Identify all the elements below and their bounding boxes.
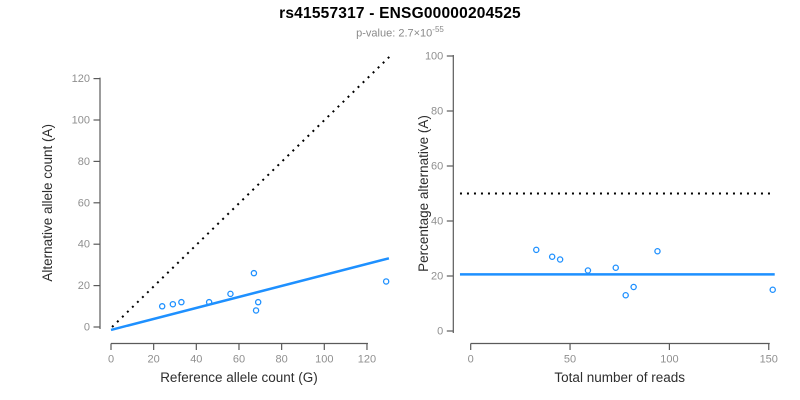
p-value-text: p-value: 2.7×10 — [356, 27, 433, 40]
y-axis-title: Alternative allele count (A) — [40, 124, 55, 282]
p-value-exponent: -55 — [432, 25, 444, 34]
allele-count-panel: 0 20 40 60 80 100 120 0 20 40 60 80 100 120 Reference … — [40, 56, 391, 385]
figure-subtitle: p-value: 2.7×10-55 — [0, 25, 800, 40]
y-tick-label: 0 — [84, 322, 90, 334]
identity-50pct-line — [111, 56, 391, 328]
y-tick-label: 60 — [78, 197, 90, 209]
y-tick-label: 0 — [437, 326, 443, 338]
x-tick-label: 40 — [190, 354, 202, 366]
x-tick-label: 50 — [564, 354, 576, 366]
data-point — [584, 267, 592, 274]
x-tick-label: 60 — [233, 354, 245, 366]
y-tick-label: 80 — [78, 156, 90, 168]
y-tick-label: 120 — [72, 73, 90, 85]
percentage-panel: 0 50 100 150 0 20 40 60 80 100 Total number of rea… — [416, 51, 778, 386]
data-point — [250, 269, 258, 277]
data-point — [178, 298, 185, 306]
data-point — [533, 246, 540, 254]
data-point — [622, 291, 629, 299]
data-point — [548, 253, 556, 260]
x-axis-title: Reference allele count (G) — [160, 370, 318, 385]
y-tick-label: 40 — [431, 216, 443, 228]
data-point — [382, 278, 390, 285]
data-point — [254, 298, 262, 306]
data-point — [169, 300, 177, 308]
data-point — [630, 283, 637, 291]
y-tick-label: 20 — [431, 271, 443, 283]
x-tick-label: 100 — [315, 354, 333, 366]
y-tick-label: 60 — [431, 161, 443, 173]
x-tick-label: 0 — [108, 354, 114, 366]
data-point — [612, 264, 620, 271]
data-point — [556, 256, 564, 263]
data-point — [158, 303, 166, 310]
x-tick-label: 0 — [468, 354, 474, 366]
data-point — [205, 298, 213, 306]
x-tick-label: 120 — [358, 354, 376, 366]
y-tick-label: 80 — [431, 106, 443, 118]
data-point — [654, 247, 661, 255]
y-axis-title: Percentage alternative (A) — [416, 115, 431, 272]
y-tick-label: 100 — [425, 51, 443, 63]
y-tick-label: 20 — [78, 280, 90, 292]
x-axis-title: Total number of reads — [554, 370, 685, 385]
data-point — [227, 290, 234, 298]
x-tick-label: 100 — [660, 354, 678, 366]
x-tick-label: 20 — [148, 354, 160, 366]
y-tick-label: 40 — [78, 239, 90, 251]
data-point — [769, 286, 776, 293]
data-point — [252, 307, 260, 314]
x-tick-label: 80 — [276, 354, 288, 366]
y-tick-label: 100 — [72, 115, 90, 127]
fit-line — [110, 257, 390, 332]
x-tick-label: 150 — [760, 354, 778, 366]
figure-title: rs41557317 - ENSG00000204525 — [279, 5, 521, 22]
